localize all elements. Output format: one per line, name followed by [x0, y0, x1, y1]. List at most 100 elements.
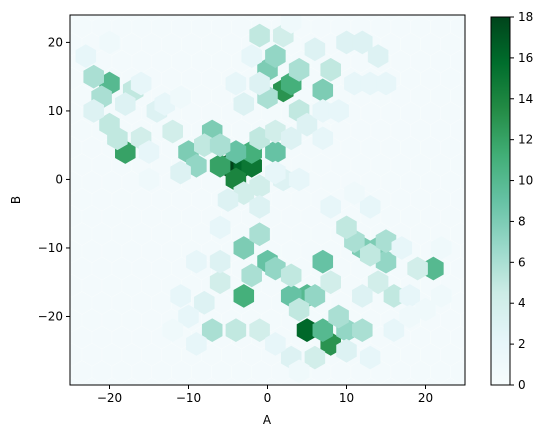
- hex-bin-empty: [391, 395, 411, 418]
- hex-bin: [170, 160, 191, 185]
- hex-bin: [367, 44, 389, 68]
- hex-bin: [217, 188, 239, 212]
- colorbar-tick-label: 8: [518, 214, 526, 228]
- x-tick-label: 0: [264, 391, 272, 405]
- y-tick-label: −20: [38, 309, 63, 323]
- hex-bin-empty: [470, 395, 490, 418]
- hex-bin: [407, 256, 428, 281]
- hex-bin-empty: [460, 277, 465, 295]
- colorbar-tick-label: 14: [518, 92, 533, 106]
- hex-bin-empty: [470, 223, 490, 246]
- hex-bin: [336, 338, 357, 363]
- hex-bin: [265, 119, 286, 144]
- hex-bin: [328, 99, 349, 123]
- hex-bin: [265, 332, 286, 356]
- hex-bin: [367, 270, 389, 295]
- colorbar: 0 2 4 6 8 10 12 14 16 18: [490, 10, 533, 392]
- y-tick-label: 20: [48, 35, 63, 49]
- hex-bin-empty: [70, 123, 73, 138]
- y-axis-label: B: [9, 196, 23, 204]
- colorbar-gradient: [490, 16, 511, 386]
- hex-bin-empty: [450, 395, 470, 418]
- hex-bin-empty: [132, 395, 152, 418]
- y-tick-label: 0: [55, 172, 63, 186]
- hex-bin: [280, 15, 302, 34]
- hex-bin-empty: [52, 395, 72, 418]
- hex-bin-empty: [70, 364, 73, 380]
- hex-bin: [130, 71, 152, 96]
- hex-bin-empty: [460, 70, 465, 88]
- hex-bin: [233, 284, 255, 308]
- hex-bin: [138, 140, 160, 164]
- hex-bin: [178, 304, 199, 329]
- hex-bin-empty: [460, 380, 465, 385]
- hex-bin-empty: [470, 119, 490, 142]
- hex-cells: [52, 15, 490, 418]
- hex-bin-empty: [72, 395, 92, 418]
- x-tick-label: 10: [339, 391, 354, 405]
- hex-bin: [209, 249, 231, 274]
- hex-bin: [249, 222, 270, 247]
- hex-bin: [288, 167, 310, 192]
- hex-bin: [186, 249, 207, 274]
- hex-bin: [241, 263, 262, 288]
- hex-bin-empty: [70, 261, 73, 276]
- colorbar-tick-label: 12: [518, 133, 533, 147]
- hex-bin: [209, 270, 231, 295]
- hex-bin-empty: [470, 154, 490, 177]
- hex-bin: [233, 92, 255, 116]
- hex-bin-empty: [70, 192, 73, 207]
- hex-bin-empty: [460, 311, 465, 329]
- hex-bin: [336, 215, 357, 240]
- colorbar-tick-label: 6: [518, 255, 526, 269]
- hex-bin-empty: [431, 395, 451, 418]
- hex-bin-empty: [470, 85, 490, 108]
- colorbar-ticks: 0 2 4 6 8 10 12 14 16 18: [510, 10, 533, 392]
- hex-bin: [170, 284, 191, 308]
- hex-bin: [115, 92, 136, 116]
- hex-bin: [201, 318, 223, 343]
- y-tick-label: −10: [38, 241, 63, 255]
- hex-bin: [186, 153, 207, 178]
- hex-bin: [304, 37, 326, 62]
- hex-bin: [288, 297, 310, 322]
- hex-bin: [288, 359, 310, 384]
- hex-bin: [265, 44, 286, 68]
- hex-bin: [186, 332, 207, 356]
- hex-bin: [249, 71, 270, 96]
- hex-bin-empty: [470, 50, 490, 73]
- colorbar-tick-label: 2: [518, 337, 526, 351]
- hex-bin: [375, 71, 397, 96]
- hex-bin: [194, 290, 215, 315]
- colorbar-tick-label: 4: [518, 296, 526, 310]
- hex-bin: [170, 85, 191, 110]
- hex-bin: [265, 160, 286, 185]
- hex-bin-empty: [311, 395, 331, 418]
- x-axis-label: A: [263, 413, 272, 427]
- x-tick-label: −20: [97, 391, 122, 405]
- hex-bin: [344, 181, 365, 205]
- hex-bin-empty: [460, 208, 465, 226]
- hex-bin: [415, 297, 436, 322]
- hex-bin: [312, 249, 334, 274]
- hex-bin: [162, 119, 183, 144]
- hex-bin-empty: [460, 346, 465, 364]
- hex-bin: [83, 99, 104, 123]
- hex-bin: [312, 126, 334, 151]
- hex-bin-empty: [211, 395, 231, 418]
- hex-bin: [431, 284, 452, 308]
- hex-bin: [265, 256, 286, 281]
- hex-bin: [328, 304, 349, 329]
- hex-bin-empty: [470, 257, 490, 280]
- hex-bin-empty: [231, 395, 251, 418]
- hex-bin-empty: [70, 54, 73, 69]
- hex-bin: [107, 126, 128, 151]
- hex-bin-empty: [460, 104, 465, 122]
- colorbar-tick-label: 10: [518, 174, 533, 188]
- hex-bin-empty: [460, 173, 465, 191]
- hex-bin: [288, 57, 310, 82]
- colorbar-tick-label: 16: [518, 51, 533, 65]
- hex-bin: [162, 318, 183, 343]
- x-tick-label: 20: [418, 391, 433, 405]
